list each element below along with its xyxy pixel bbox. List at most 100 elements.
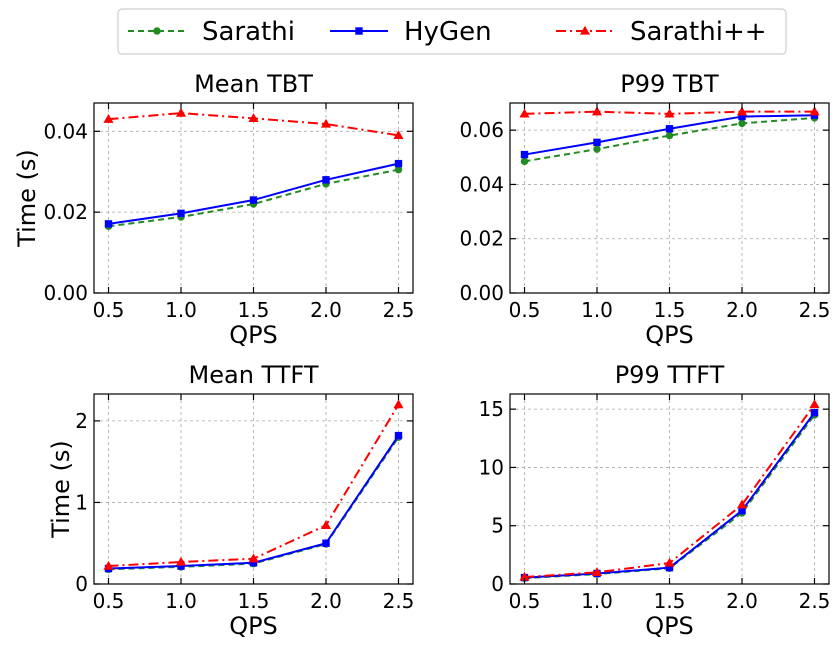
x-tick-label: 0.5 [509,589,541,613]
series-sarathipp [103,107,404,139]
x-tick-label: 2.5 [799,589,831,613]
x-tick-label: 2.0 [726,298,758,322]
y-tick-label: 0.06 [459,118,504,142]
data-point [664,108,675,118]
data-point [809,399,820,409]
x-tick-label: 1.5 [238,589,270,613]
legend-label: Sarathi++ [630,17,767,47]
y-tick-label: 15 [479,397,504,421]
y-tick-label: 0.02 [43,200,88,224]
data-point [393,399,404,409]
panel-p99-ttft: 0.5 1.0 1.5 2.0 2.5 0 5 10 15 P99 TTFT QPS [479,361,831,640]
x-axis-label: QPS [645,321,694,349]
series-hygen [104,159,403,228]
data-point [175,556,187,566]
data-point [736,499,748,509]
data-point [103,113,114,123]
x-tick-label: 2.0 [310,589,342,613]
panel-mean-ttft: 0.5 1.0 1.5 2.0 2.5 0 1 2 Mean TTFT QPS Time (s) [47,361,414,640]
data-point [249,196,258,204]
y-tick-label: 5 [491,514,504,538]
x-tick-label: 2.5 [799,298,831,322]
x-tick-label: 2.5 [383,589,415,613]
data-point [809,106,820,116]
x-tick-label: 0.5 [93,589,125,613]
series-sarathipp [519,399,820,581]
legend-item: Sarathi [128,17,295,47]
legend-item: Sarathi++ [556,17,767,47]
x-tick-label: 1.0 [165,589,197,613]
legend-label: HyGen [404,17,492,47]
panel-title: P99 TTFT [615,361,725,389]
data-point [520,157,529,166]
x-tick-label: 2.5 [383,298,415,322]
x-axis-label: QPS [229,321,278,349]
y-tick-label: 0.00 [43,281,88,305]
y-tick-label: 0.04 [459,172,504,196]
data-point [591,567,603,576]
data-point [664,557,675,567]
data-point [393,130,404,139]
data-point [593,138,601,147]
data-point [593,145,601,153]
legend-marker [579,25,591,35]
data-point [519,108,530,118]
data-point [520,150,529,159]
x-tick-label: 0.5 [509,298,541,322]
data-point [665,131,674,140]
x-tick-label: 1.5 [238,298,270,322]
x-tick-label: 0.5 [93,298,125,322]
data-point [177,209,185,218]
panel-title: Mean TTFT [189,361,319,389]
legend: Sarathi HyGen Sarathi++ [117,8,787,55]
series-sarathipp [519,106,820,118]
x-tick-label: 1.5 [654,589,686,613]
data-point [248,113,259,123]
data-point [175,107,187,117]
plot-area [510,394,829,584]
legend-label: Sarathi [202,17,295,47]
data-point [394,431,403,440]
x-tick-label: 1.0 [581,589,613,613]
data-point [320,520,332,529]
y-tick-label: 0.02 [459,227,504,251]
data-point [320,118,332,128]
x-tick-label: 2.0 [726,589,758,613]
series-sarathipp [103,399,404,570]
legend-item: HyGen [330,17,492,47]
data-point [591,106,603,116]
y-tick-label: 0 [491,572,504,596]
data-point [322,176,330,184]
legend-marker [153,27,161,35]
x-tick-label: 1.0 [581,298,613,322]
x-tick-label: 2.0 [310,298,342,322]
y-tick-label: 0 [75,572,88,596]
data-point [810,408,819,417]
data-point [738,119,746,128]
data-point [322,539,330,547]
data-point [103,560,114,570]
panel-title: P99 TBT [620,70,719,98]
data-point [394,166,403,174]
y-tick-label: 0.04 [43,119,88,143]
panel-title: Mean TBT [194,70,313,98]
y-tick-label: 0.00 [459,281,504,305]
x-axis-label: QPS [229,612,278,640]
y-tick-label: 2 [75,409,88,433]
legend-marker [355,27,363,35]
panel-mean-tbt: 0.5 1.0 1.5 2.0 2.5 0.00 0.02 0.04 Mean TBT QPS Ti… [13,70,414,349]
x-tick-label: 1.0 [165,298,197,322]
x-tick-label: 1.5 [654,298,686,322]
data-point [665,125,674,133]
y-axis-label: Time (s) [47,440,75,539]
panel-p99-tbt: 0.5 1.0 1.5 2.0 2.5 0.00 0.02 0.04 0.06 P99 TBT QP… [459,70,830,349]
x-axis-label: QPS [645,612,694,640]
data-point [248,553,259,563]
data-point [736,106,748,116]
series-line [524,116,815,163]
data-point [394,159,403,168]
y-axis-label: Time (s) [13,149,41,248]
y-tick-label: 1 [75,490,88,514]
legend-frame [117,8,787,55]
